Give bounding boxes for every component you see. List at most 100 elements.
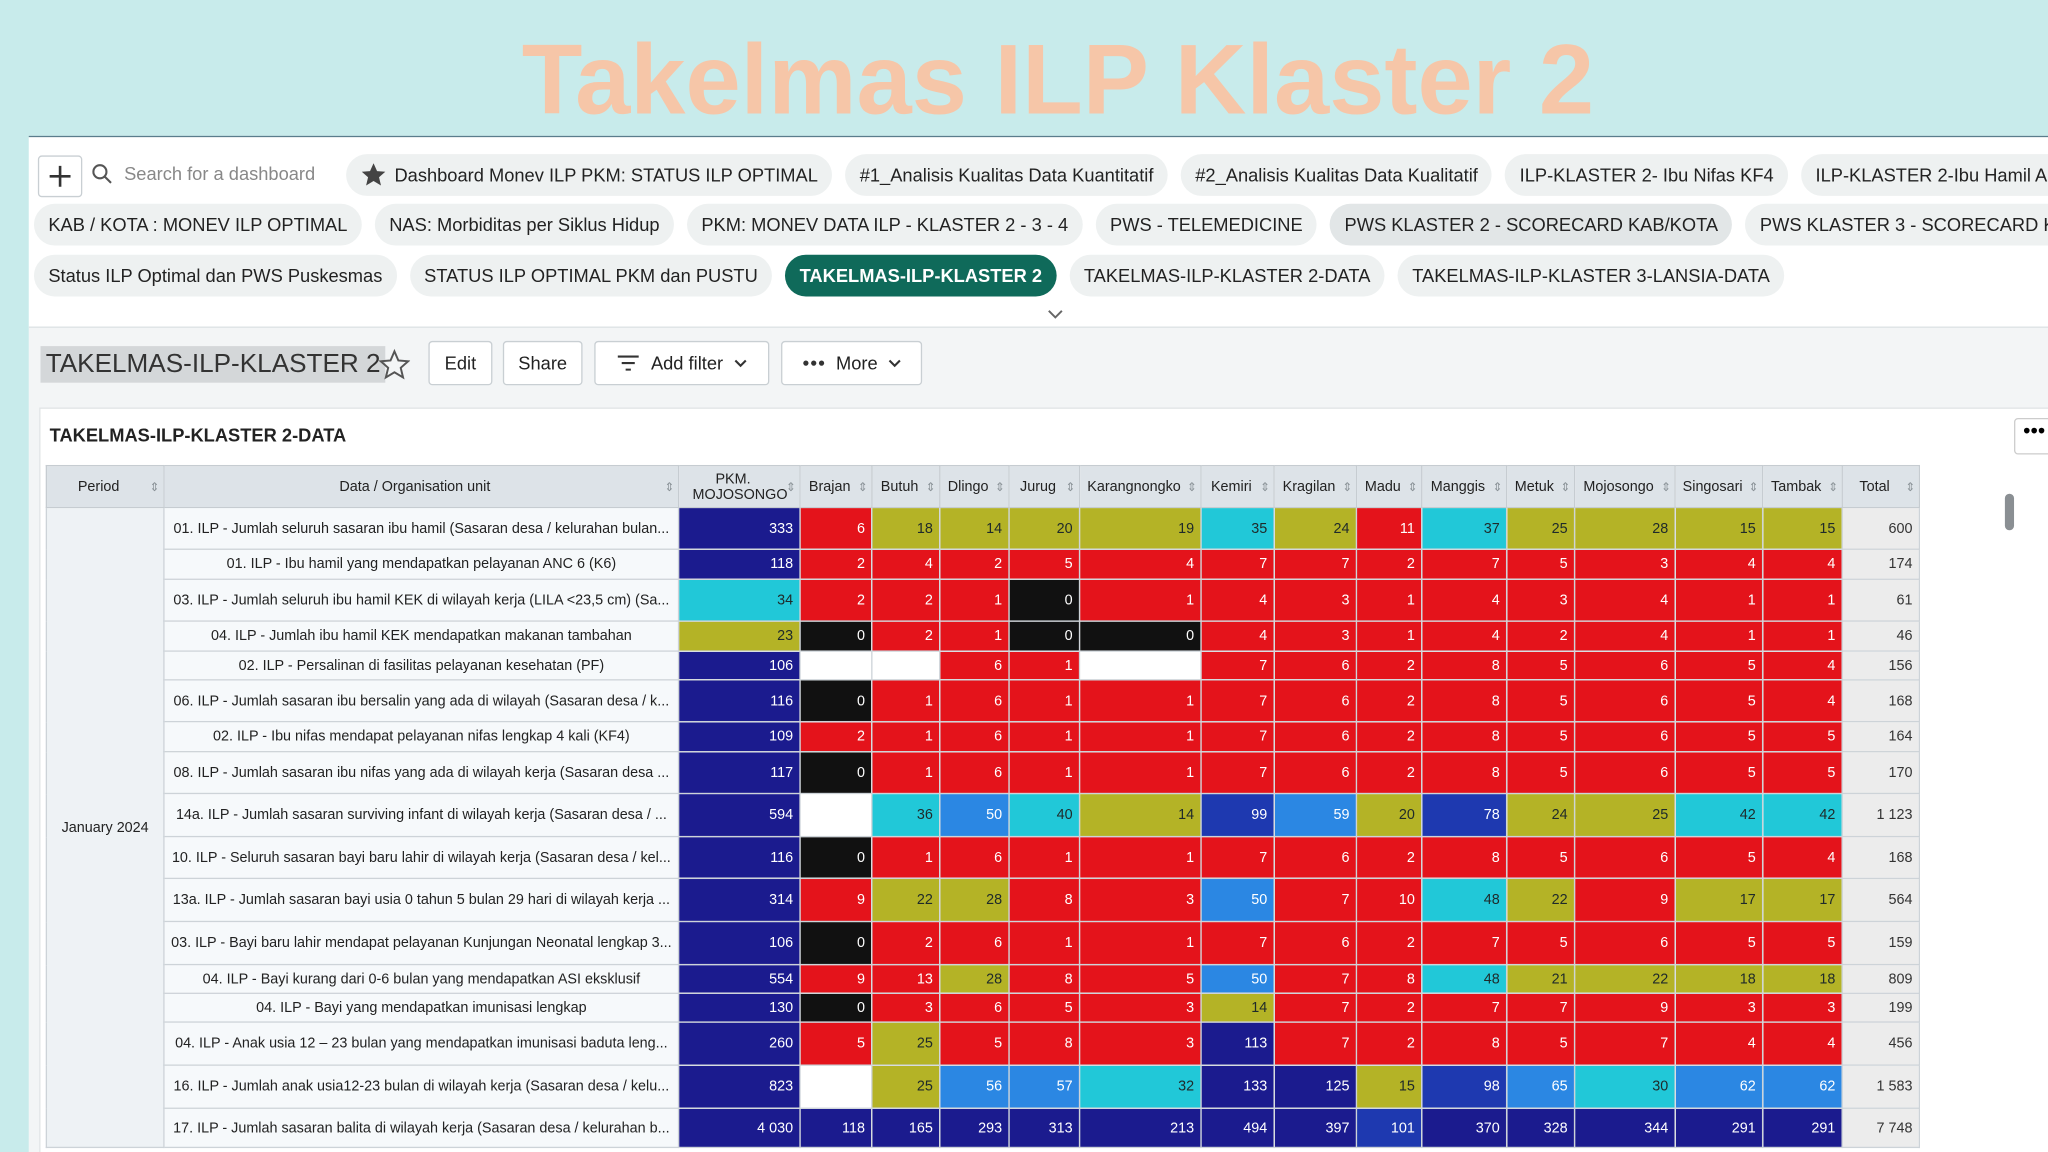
data-row: 13a. ILP - Jumlah sasaran bayi usia 0 ta…: [46, 877, 1921, 923]
dashboard-chip[interactable]: ILP-KLASTER 2-Ibu Hamil ANC K6: [1801, 154, 2048, 196]
value-cell: 99: [1200, 792, 1276, 838]
value-cell: 6: [1273, 650, 1358, 681]
value-cell: 6: [1574, 650, 1677, 681]
value-cell: 823: [678, 1064, 801, 1109]
value-cell: 7: [1200, 920, 1276, 966]
value-cell: 116: [678, 835, 801, 880]
dashboard-chip[interactable]: #1_Analisis Kualitas Data Kuantitatif: [845, 154, 1168, 196]
value-cell: 6: [1273, 835, 1358, 880]
value-cell: 1: [1008, 751, 1081, 795]
scrollbar-thumb[interactable]: [2004, 493, 2015, 531]
column-header[interactable]: Jurug: [1008, 464, 1081, 509]
chevron: [888, 359, 901, 368]
dashboard-chip[interactable]: TAKELMAS-ILP-KLASTER 3-LANSIA-DATA: [1397, 254, 1785, 297]
value-cell: 25: [871, 1021, 941, 1066]
expand-icon[interactable]: [1046, 308, 1064, 321]
value-cell: 554: [678, 963, 801, 994]
value-cell: 42: [1674, 792, 1764, 838]
data-row: 04. ILP - Jumlah ibu hamil KEK mendapatk…: [46, 620, 1921, 652]
column-header[interactable]: Period: [45, 464, 165, 509]
value-cell: 23: [678, 620, 801, 652]
value-cell: 1: [1008, 720, 1081, 753]
value-cell: 118: [799, 1107, 873, 1149]
value-cell: 21: [1506, 963, 1576, 994]
value-cell: 0: [799, 835, 873, 880]
column-header[interactable]: Dlingo: [939, 464, 1010, 509]
column-header[interactable]: Butuh: [871, 464, 941, 509]
value-cell: 5: [1674, 835, 1764, 880]
chip-label: PWS KLASTER 3 - SCORECARD KAB/KOTA: [1759, 214, 2048, 236]
value-cell: 0: [799, 992, 873, 1023]
column-header[interactable]: Madu: [1356, 464, 1423, 509]
column-header[interactable]: Mojosongo: [1574, 464, 1677, 509]
header-label: Period: [77, 478, 120, 495]
dashboard-chip[interactable]: NAS: Morbiditas per Siklus Hidup: [374, 203, 674, 246]
value-cell: 7: [1421, 920, 1508, 966]
dashboard-chip[interactable]: TAKELMAS-ILP-KLASTER 2: [785, 254, 1057, 297]
row-label: 16. ILP - Jumlah anak usia12-23 bulan di…: [163, 1064, 680, 1109]
total-cell: 1 123: [1841, 792, 1921, 838]
value-cell: 8: [1421, 720, 1508, 753]
data-row: 06. ILP - Jumlah sasaran ibu bersalin ya…: [46, 679, 1921, 723]
dashboard-chip[interactable]: PWS KLASTER 3 - SCORECARD KAB/KOTA: [1745, 203, 2048, 246]
dashboard-chip[interactable]: ILP-KLASTER 2- Ibu Nifas KF4: [1505, 154, 1789, 196]
dashboard-chip[interactable]: PKM: MONEV DATA ILP - KLASTER 2 - 3 - 4: [686, 203, 1083, 246]
value-cell: 118: [678, 548, 801, 580]
value-cell: 5: [1506, 1021, 1576, 1066]
share-button[interactable]: Share: [502, 340, 583, 386]
search-input[interactable]: Search for a dashboard: [124, 163, 316, 185]
dashboard-chip[interactable]: PWS - TELEMEDICINE: [1095, 203, 1318, 246]
star-icon[interactable]: [378, 348, 411, 380]
more-button[interactable]: More: [781, 340, 923, 386]
dashboard-chip[interactable]: KAB / KOTA : MONEV ILP OPTIMAL: [33, 203, 362, 246]
header-label: Total: [1859, 478, 1890, 495]
column-header[interactable]: Total: [1841, 464, 1921, 509]
column-header[interactable]: Metuk: [1506, 464, 1576, 509]
column-header[interactable]: Data / Organisation unit: [163, 464, 680, 509]
value-cell: 4: [1762, 679, 1844, 723]
dashboard-chip[interactable]: TAKELMAS-ILP-KLASTER 2-DATA: [1069, 254, 1385, 297]
column-header[interactable]: PKM. MOJOSONGO: [678, 464, 801, 509]
value-cell: 5: [1506, 679, 1576, 723]
header-label: Brajan: [808, 478, 851, 495]
header-label: Tambak: [1771, 478, 1822, 495]
add-filter-button[interactable]: Add filter: [594, 340, 770, 386]
chip-label: TAKELMAS-ILP-KLASTER 3-LANSIA-DATA: [1412, 265, 1770, 287]
column-header[interactable]: Karangnongko: [1079, 464, 1202, 509]
value-cell: 11: [1356, 506, 1423, 550]
column-header[interactable]: Kragilan: [1273, 464, 1358, 509]
value-cell: 5: [799, 1021, 873, 1066]
value-cell: 40: [1008, 792, 1081, 838]
value-cell: 2: [1356, 920, 1423, 966]
header-row: Period Data / Organisation unit PKM. MOJOS…: [45, 464, 1921, 509]
dashboard-chip[interactable]: Dashboard Monev ILP PKM: STATUS ILP OPTI…: [346, 154, 833, 196]
value-cell: 117: [678, 751, 801, 795]
add-button[interactable]: [37, 155, 83, 198]
value-cell: 14: [1079, 792, 1202, 838]
dashboard-chip[interactable]: PWS KLASTER 2 - SCORECARD KAB/KOTA: [1330, 203, 1733, 246]
value-cell: 3: [871, 992, 941, 1023]
dashboard-chip[interactable]: Status ILP Optimal dan PWS Puskesmas: [33, 254, 397, 297]
value-cell: 8: [1421, 1021, 1508, 1066]
column-header[interactable]: Kemiri: [1200, 464, 1276, 509]
value-cell: 1: [1079, 679, 1202, 723]
value-cell: 65: [1506, 1064, 1576, 1109]
row-label: 04. ILP - Bayi kurang dari 0-6 bulan yan…: [163, 963, 680, 994]
dashboard-chip[interactable]: #2_Analisis Kualitas Data Kualitatif: [1180, 154, 1493, 196]
data-row: 10. ILP - Seluruh sasaran bayi baru lahi…: [46, 835, 1921, 880]
value-cell: 3: [1574, 548, 1677, 580]
card-menu[interactable]: •••: [2014, 417, 2048, 455]
value-cell: 28: [939, 877, 1010, 923]
column-header[interactable]: Brajan: [799, 464, 873, 509]
value-cell: 7: [1506, 992, 1576, 1023]
column-header[interactable]: Tambak: [1762, 464, 1844, 509]
edit-button[interactable]: Edit: [428, 340, 493, 386]
value-cell: 98: [1421, 1064, 1508, 1109]
value-cell: 2: [1506, 620, 1576, 652]
column-header[interactable]: Singosari: [1674, 464, 1764, 509]
value-cell: 2: [871, 578, 941, 622]
value-cell: 2: [799, 720, 873, 753]
total-cell: 170: [1841, 751, 1921, 795]
dashboard-chip[interactable]: STATUS ILP OPTIMAL PKM dan PUSTU: [409, 254, 773, 297]
column-header[interactable]: Manggis: [1421, 464, 1508, 509]
